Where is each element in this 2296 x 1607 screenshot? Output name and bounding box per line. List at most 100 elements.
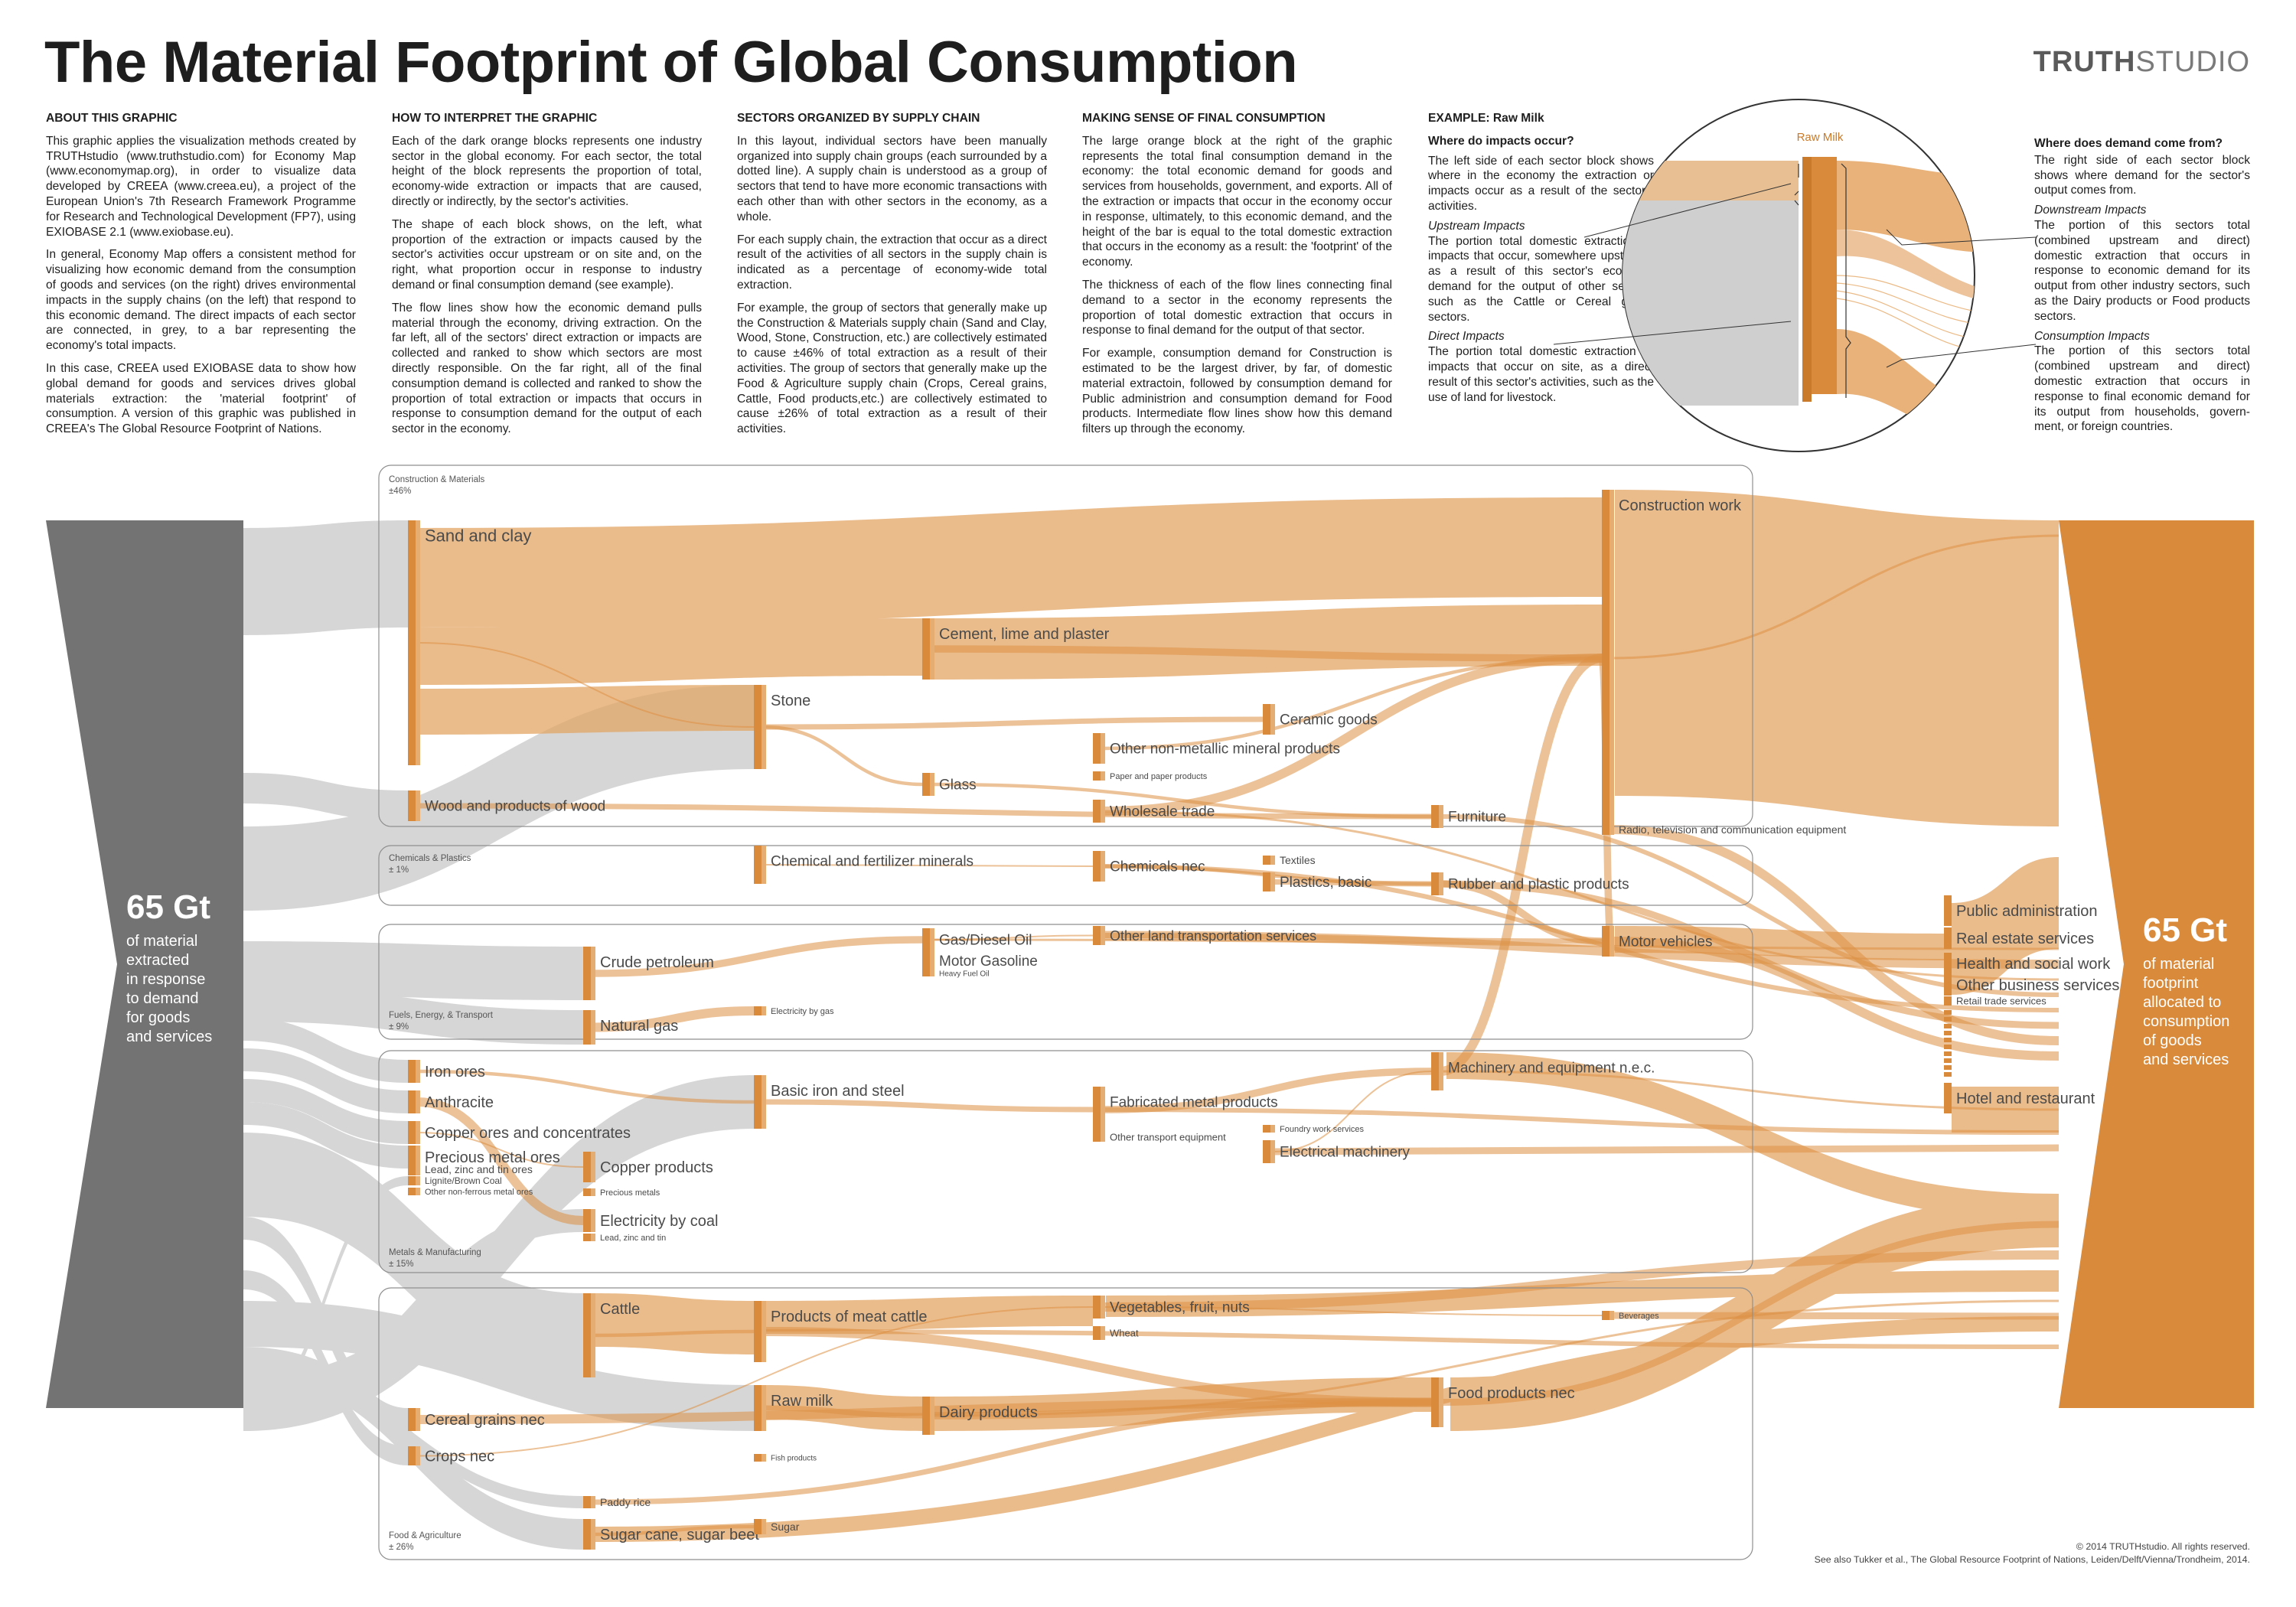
consumer-label: Public administration — [1956, 903, 2098, 920]
sector-block-right — [416, 1090, 420, 1113]
sector-raw-milk: Raw milk — [754, 1385, 833, 1431]
downstream-title: Downstream Impacts — [2034, 204, 2147, 217]
sector-machinery: Machinery and equipment n.e.c. — [1431, 1052, 1655, 1090]
sector-block-right — [1101, 771, 1105, 781]
sector-label: Iron ores — [425, 1064, 485, 1081]
sector-block-right — [416, 790, 420, 821]
sector-block-right — [1609, 926, 1614, 957]
sector-cereal: Cereal grains nec — [408, 1408, 545, 1431]
sector-block-right — [416, 520, 420, 765]
sector-label: Lignite/Brown Coal — [425, 1175, 502, 1186]
sector-block-right — [930, 773, 934, 796]
group-fuels-frame — [378, 924, 1753, 1040]
downstream-text: The portion of this sectors total (combi… — [2034, 218, 2250, 323]
consumption-flow — [1610, 1312, 2060, 1320]
sector-block-right — [1609, 824, 1614, 835]
sector-elec-coal: Electricity by coal — [583, 1209, 719, 1232]
right-total-line: footprint — [2143, 975, 2199, 992]
sector-block-right — [762, 1454, 766, 1462]
intermediate-flow — [1101, 654, 1603, 816]
interpret-paragraph: The shape of each block shows, on the le… — [392, 217, 702, 292]
group-metals-frame — [378, 1050, 1753, 1273]
sector-block-right — [930, 1397, 934, 1435]
sector-foundry: Foundry work services — [1263, 1125, 1365, 1134]
sector-sugarcane: Sugar cane, sugar beet — [583, 1519, 759, 1550]
sector-label: Anthracite — [425, 1094, 494, 1111]
consumption-flow — [1610, 825, 2060, 1045]
sector-block — [1093, 926, 1101, 945]
sector-block-right — [416, 1146, 420, 1169]
consumption-flow — [1101, 931, 2060, 969]
minor-consumer-block — [1944, 1065, 1952, 1070]
sector-label: Furniture — [1448, 810, 1506, 826]
sector-label: Dairy products — [939, 1404, 1038, 1421]
consumer-label: Health and social work — [1956, 956, 2111, 973]
sector-block — [1263, 872, 1270, 892]
sector-wood: Wood and products of wood — [408, 790, 605, 821]
sector-label: Textiles — [1280, 854, 1316, 866]
left-total-line: extracted — [126, 952, 189, 969]
consumption-column: MAKING SENSE OF FINAL CONSUMPTION The la… — [1082, 111, 1392, 445]
sector-block-right — [1609, 490, 1614, 826]
sector-label: Copper ores and concentrates — [425, 1125, 631, 1142]
consumer-block — [1944, 927, 1952, 949]
consumption-flow — [931, 938, 2060, 950]
sector-label: Cement, lime and plaster — [939, 626, 1110, 643]
sector-block — [408, 1060, 416, 1083]
sector-label: Stone — [771, 693, 810, 709]
sector-block — [1093, 771, 1101, 781]
sectors-heading: SECTORS ORGANIZED BY SUPPLY CHAIN — [737, 112, 980, 125]
consumption-flow — [931, 1299, 2060, 1417]
sector-fish: Fish products — [754, 1454, 817, 1463]
sector-plastics: Plastics, basic — [1263, 872, 1371, 892]
sector-sugar: Sugar — [754, 1519, 800, 1534]
raw-milk-circle-label: Raw Milk — [1797, 131, 1844, 144]
upstream-title: Upstream Impacts — [1428, 219, 1525, 233]
sector-block — [583, 1188, 591, 1196]
about-heading: ABOUT THIS GRAPHIC — [46, 112, 178, 125]
sector-block-right — [416, 1446, 420, 1465]
extraction-flow — [243, 1075, 754, 1431]
sector-label: Sand and clay — [425, 526, 531, 546]
sector-block-right — [591, 1496, 595, 1508]
sector-block-right — [1270, 1125, 1275, 1133]
sector-block — [754, 1006, 762, 1015]
consumption-flow — [762, 1329, 2060, 1349]
intermediate-flow — [931, 645, 1603, 662]
sector-block-right — [1101, 800, 1105, 823]
sector-block-right — [1270, 704, 1275, 735]
sector-block-right — [1609, 1311, 1614, 1320]
raw-milk-magnifier: Raw Milk — [1553, 99, 2037, 452]
sector-block — [583, 1010, 591, 1045]
sector-copper-prod: Copper products — [583, 1152, 713, 1182]
minor-consumer-block — [1944, 1031, 1952, 1035]
extraction-flow — [243, 1018, 408, 1083]
consumer-block — [1944, 996, 1952, 1006]
consumption-impacts-title: Consumption Impacts — [2034, 329, 2150, 343]
sector-label: Ceramic goods — [1280, 712, 1378, 729]
sector-block — [1431, 805, 1439, 828]
intermediate-flow — [416, 1069, 755, 1104]
group-label: Fuels, Energy, & Transport — [389, 1011, 494, 1020]
sector-block — [1602, 824, 1609, 835]
sector-label: Copper products — [600, 1159, 713, 1176]
sector-block — [922, 1397, 930, 1435]
sector-block-right — [591, 1293, 595, 1377]
sector-block — [1093, 851, 1101, 882]
intermediate-flow — [416, 1306, 1094, 1457]
sector-label: Machinery and equipment n.e.c. — [1448, 1061, 1655, 1077]
consumption-paragraph: The large orange block at the right of t… — [1082, 134, 1392, 269]
sector-block-right — [416, 1060, 420, 1083]
minor-consumer-block — [1944, 1051, 1952, 1056]
group-label: Construction & Materials — [389, 475, 485, 484]
sector-block — [408, 1408, 416, 1431]
sector-block-right — [591, 947, 595, 1000]
intermediate-flow — [762, 1327, 1432, 1407]
sector-block — [754, 685, 762, 769]
sector-label: Products of meat cattle — [771, 1309, 928, 1325]
sector-label: Electricity by gas — [771, 1007, 834, 1016]
sector-label: Vegetables, fruit, nuts — [1110, 1300, 1250, 1316]
sector-block — [1431, 872, 1439, 895]
sector-blocks: Sand and clay Wood and products of wood Ce… — [408, 490, 2119, 1550]
